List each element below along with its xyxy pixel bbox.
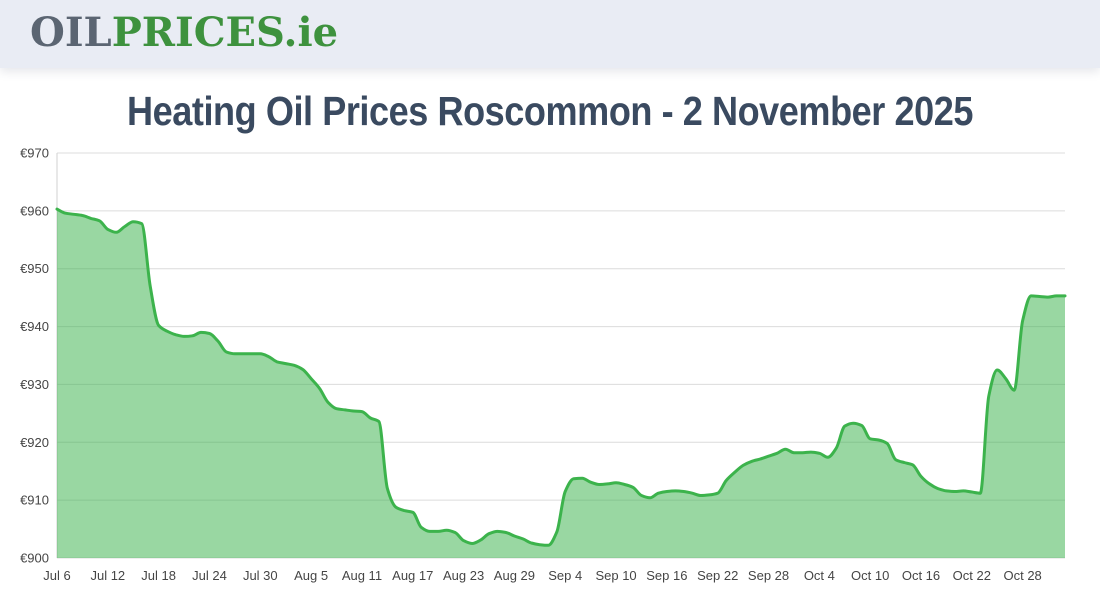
x-axis-label-jul-30: Jul 30 (243, 568, 278, 583)
x-axis-label-aug-29: Aug 29 (494, 568, 535, 583)
x-axis-label-sep-28: Sep 28 (748, 568, 789, 583)
y-axis-label-960: €960 (20, 203, 49, 218)
x-axis-label-aug-23: Aug 23 (443, 568, 484, 583)
x-axis-label-sep-22: Sep 22 (697, 568, 738, 583)
x-axis-label-aug-5: Aug 5 (294, 568, 328, 583)
logo-text-tld: .ie (283, 9, 339, 56)
x-axis-label-oct-28: Oct 28 (1003, 568, 1041, 583)
site-logo[interactable]: OILPRICES.ie (30, 9, 338, 57)
x-axis-label-sep-10: Sep 10 (595, 568, 636, 583)
price-series-area (57, 209, 1065, 558)
x-axis-label-jul-6: Jul 6 (43, 568, 70, 583)
y-axis-label-910: €910 (20, 493, 49, 508)
price-series-line (55, 207, 1067, 547)
x-axis-label-oct-22: Oct 22 (953, 568, 991, 583)
y-axis-label-950: €950 (20, 261, 49, 276)
x-axis-label-sep-4: Sep 4 (548, 568, 582, 583)
page-title: Heating Oil Prices Roscommon - 2 Novembe… (127, 88, 973, 134)
y-axis-label-900: €900 (20, 551, 49, 566)
logo-text-oil: OIL (30, 9, 112, 56)
x-axis-label-jul-18: Jul 18 (141, 568, 176, 583)
site-header (0, 0, 1100, 68)
x-axis-label-jul-12: Jul 12 (90, 568, 125, 583)
x-axis-label-oct-16: Oct 16 (902, 568, 940, 583)
y-axis-label-920: €920 (20, 435, 49, 450)
y-axis-label-970: €970 (20, 146, 49, 161)
x-axis-label-jul-24: Jul 24 (192, 568, 227, 583)
x-axis-label-aug-17: Aug 17 (392, 568, 433, 583)
y-axis-label-930: €930 (20, 377, 49, 392)
logo-text-prices: PRICES (111, 9, 284, 56)
x-axis-label-aug-11: Aug 11 (342, 568, 382, 583)
x-axis-label-oct-10: Oct 10 (851, 568, 889, 583)
x-axis-label-oct-4: Oct 4 (804, 568, 835, 583)
y-axis-label-940: €940 (20, 319, 49, 334)
x-axis-label-sep-16: Sep 16 (646, 568, 687, 583)
